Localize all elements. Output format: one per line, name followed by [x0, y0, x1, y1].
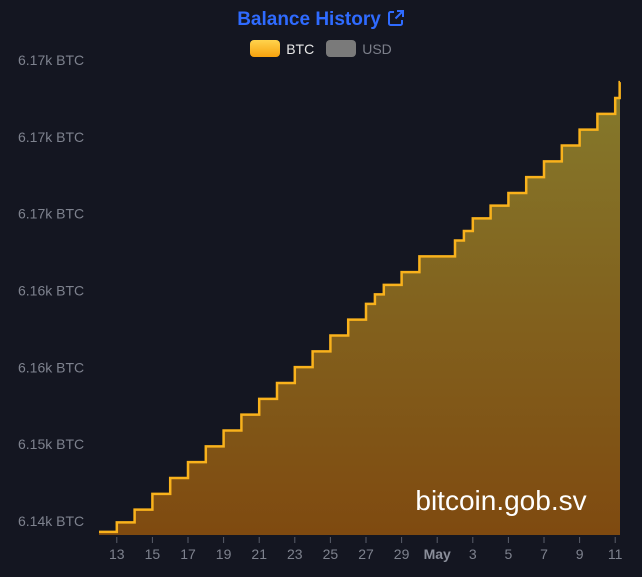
x-tick-label: 11 [608, 546, 623, 562]
x-tick-label: 3 [469, 546, 477, 562]
btc-step-line [99, 80, 621, 534]
x-tick-label: 27 [358, 546, 374, 562]
x-tick-label: 23 [287, 546, 303, 562]
x-tick-label: 29 [394, 546, 410, 562]
x-tick-label: 9 [576, 546, 584, 562]
y-axis: 6.17k BTC 6.17k BTC 6.17k BTC 6.16k BTC 6.16… [18, 52, 84, 529]
x-tick-label: 7 [540, 546, 548, 562]
y-tick-label: 6.17k BTC [18, 206, 84, 222]
watermark-text: bitcoin.gob.sv [415, 485, 586, 516]
legend-label-usd: USD [362, 40, 392, 57]
legend-item-usd[interactable]: USD [326, 40, 392, 57]
y-tick-label: 6.17k BTC [18, 129, 84, 145]
x-tick-label: 21 [251, 546, 267, 562]
external-link-icon[interactable] [387, 9, 405, 27]
y-tick-label: 6.14k BTC [18, 513, 84, 529]
x-tick-label: 15 [145, 546, 161, 562]
x-tick-label: 17 [180, 546, 196, 562]
x-axis: 13 15 17 19 21 23 25 27 29 May 3 5 7 9 11 [109, 537, 623, 562]
legend-label-btc: BTC [286, 40, 315, 57]
y-tick-label: 6.15k BTC [18, 436, 84, 452]
y-tick-label: 6.16k BTC [18, 359, 84, 375]
legend-swatch-btc [250, 40, 281, 57]
chart-legend: BTC USD [0, 40, 642, 57]
x-tick-label: May [424, 546, 451, 562]
chart-title-link[interactable]: Balance History [237, 9, 405, 30]
chart-title: Balance History [237, 9, 381, 30]
chart-title-row: Balance History [0, 9, 642, 31]
legend-item-btc[interactable]: BTC [250, 40, 314, 57]
x-tick-label: 19 [216, 546, 232, 562]
x-tick-label: 5 [505, 546, 513, 562]
x-tick-label: 13 [109, 546, 125, 562]
y-tick-label: 6.17k BTC [18, 52, 84, 68]
btc-area [99, 82, 620, 536]
x-tick-label: 25 [323, 546, 339, 562]
legend-swatch-usd [326, 40, 357, 57]
y-tick-label: 6.16k BTC [18, 283, 84, 299]
